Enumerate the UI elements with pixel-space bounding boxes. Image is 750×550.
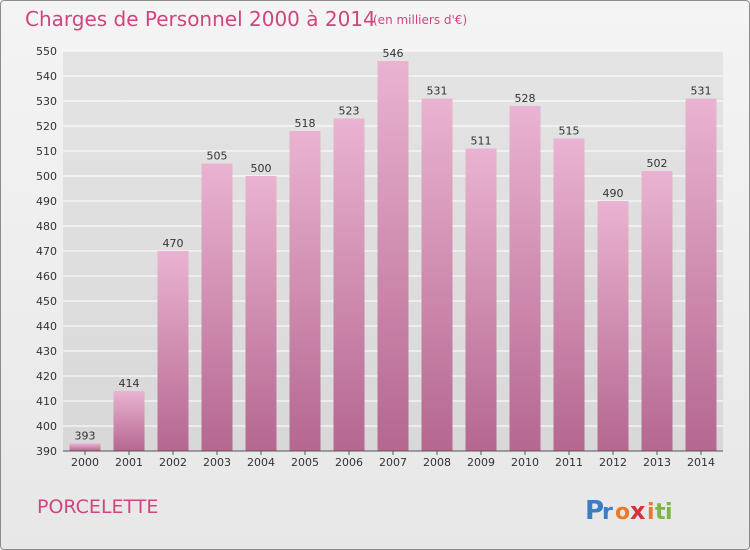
bar-2000: [69, 443, 101, 451]
y-tick-label: 390: [36, 445, 57, 458]
y-tick-label: 470: [36, 245, 57, 258]
data-label-2007: 546: [383, 47, 404, 60]
y-tick-label: 400: [36, 420, 57, 433]
bar-2002: [157, 251, 189, 451]
y-tick-label: 450: [36, 295, 57, 308]
logo-letter: P: [585, 496, 604, 526]
data-label-2005: 518: [295, 117, 316, 130]
data-label-2014: 531: [691, 85, 712, 98]
logo-letter: t: [655, 500, 666, 525]
chart-subtitle: (en milliers d'€): [373, 13, 468, 27]
y-tick-label: 440: [36, 320, 57, 333]
x-tick-label: 2002: [159, 456, 187, 469]
bar-2005: [289, 131, 321, 451]
logo-letter: o: [615, 500, 630, 525]
x-tick-label: 2008: [423, 456, 451, 469]
logo-letter: x: [630, 497, 646, 525]
x-tick-label: 2005: [291, 456, 319, 469]
data-label-2002: 470: [163, 237, 184, 250]
data-label-2000: 393: [75, 430, 96, 443]
bar-2012: [597, 201, 629, 451]
y-tick-label: 540: [36, 70, 57, 83]
x-tick-label: 2013: [643, 456, 671, 469]
y-tick-label: 500: [36, 170, 57, 183]
commune-name: PORCELETTE: [37, 496, 159, 518]
bar-2009: [465, 148, 497, 451]
chart-title: Charges de Personnel 2000 à 2014: [25, 7, 376, 31]
data-label-2004: 500: [251, 162, 272, 175]
data-label-2010: 528: [515, 92, 536, 105]
bar-2006: [333, 118, 365, 451]
bar-2014: [685, 98, 717, 451]
logo-letter: i: [665, 500, 673, 525]
bar-2011: [553, 138, 585, 451]
bar-2007: [377, 61, 409, 451]
bar-2003: [201, 163, 233, 451]
bar-2010: [509, 106, 541, 451]
y-tick-label: 510: [36, 145, 57, 158]
x-tick-label: 2007: [379, 456, 407, 469]
x-tick-label: 2004: [247, 456, 275, 469]
x-tick-label: 2012: [599, 456, 627, 469]
data-label-2009: 511: [471, 135, 492, 148]
y-tick-label: 490: [36, 195, 57, 208]
x-tick-label: 2009: [467, 456, 495, 469]
data-label-2006: 523: [339, 105, 360, 118]
bar-2004: [245, 176, 277, 451]
bar-2013: [641, 171, 673, 451]
y-tick-label: 420: [36, 370, 57, 383]
data-label-2008: 531: [427, 85, 448, 98]
bar-2001: [113, 391, 145, 451]
x-tick-label: 2003: [203, 456, 231, 469]
data-label-2003: 505: [207, 150, 228, 163]
y-tick-label: 480: [36, 220, 57, 233]
x-tick-label: 2011: [555, 456, 583, 469]
logo-letter: i: [647, 500, 655, 525]
y-tick-label: 550: [36, 45, 57, 58]
y-tick-label: 460: [36, 270, 57, 283]
x-tick-label: 2001: [115, 456, 143, 469]
data-label-2011: 515: [559, 125, 580, 138]
x-tick-label: 2014: [687, 456, 715, 469]
data-label-2001: 414: [119, 377, 140, 390]
x-tick-label: 2006: [335, 456, 363, 469]
y-tick-label: 410: [36, 395, 57, 408]
x-tick-label: 2000: [71, 456, 99, 469]
data-label-2013: 502: [647, 157, 668, 170]
y-tick-label: 530: [36, 95, 57, 108]
data-label-2012: 490: [603, 187, 624, 200]
y-tick-label: 520: [36, 120, 57, 133]
x-tick-label: 2010: [511, 456, 539, 469]
y-tick-label: 430: [36, 345, 57, 358]
logo-letter: r: [602, 500, 613, 525]
bar-2008: [421, 98, 453, 451]
